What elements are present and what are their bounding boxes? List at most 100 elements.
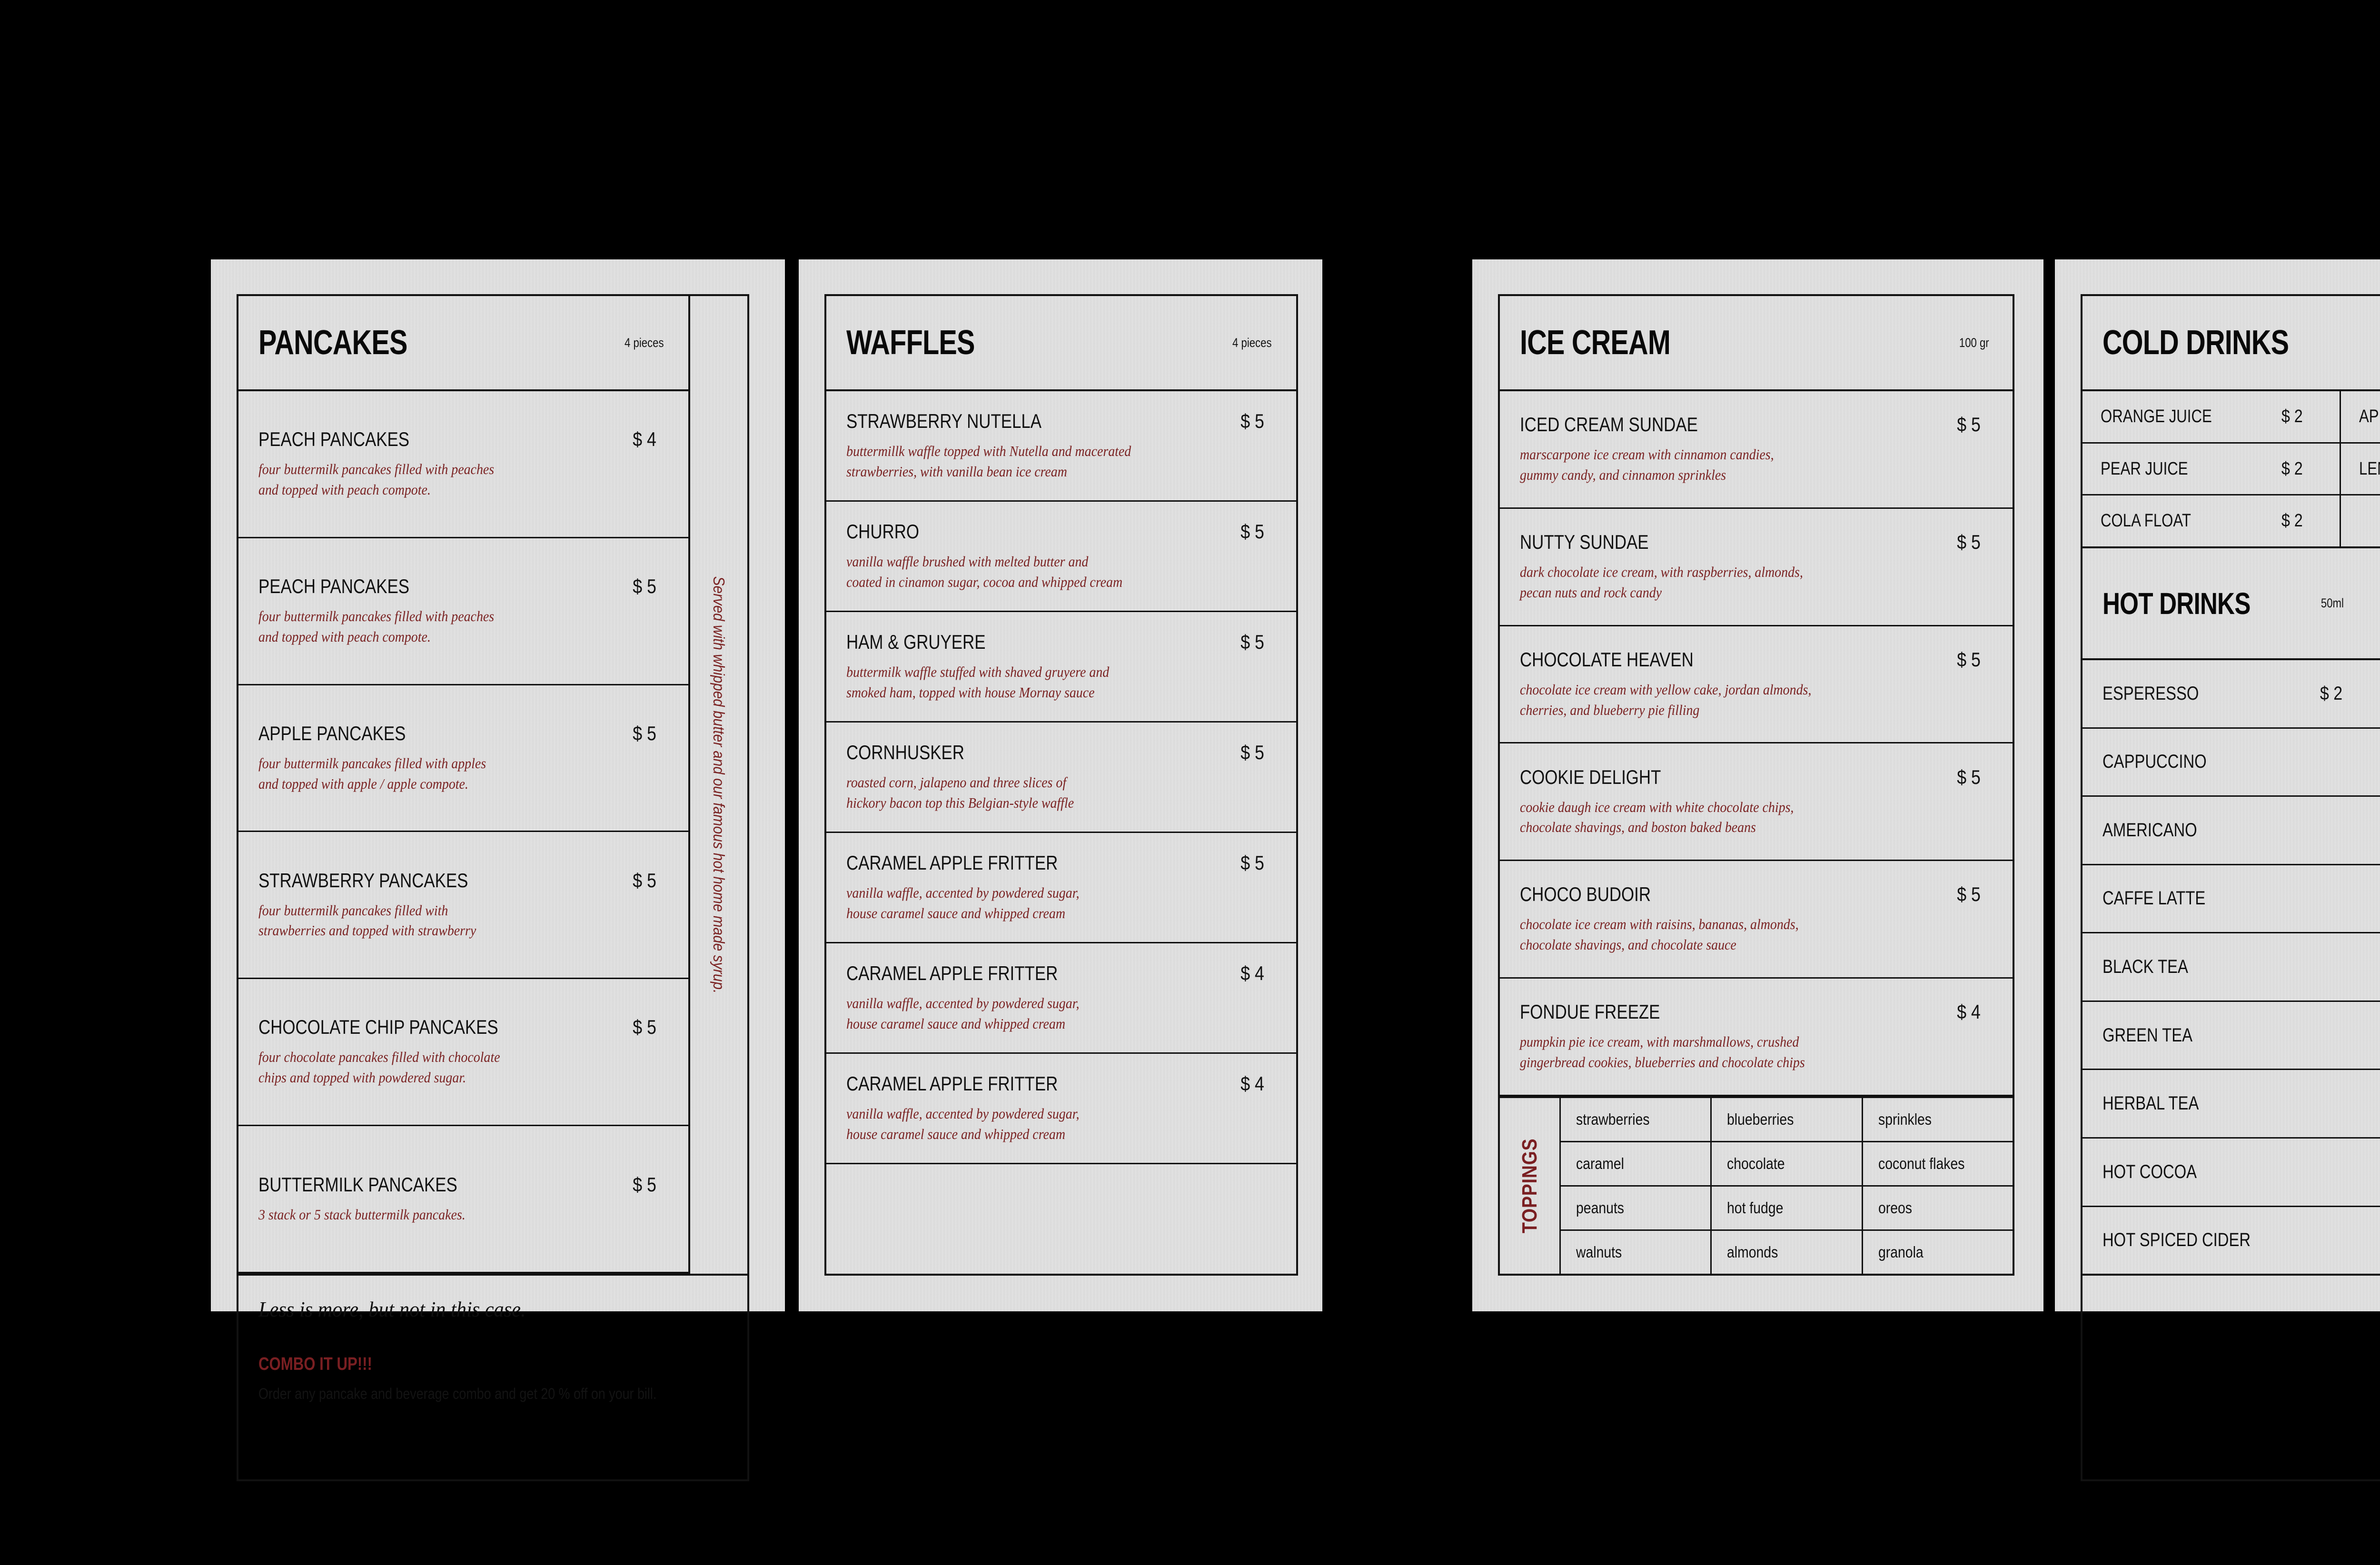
item-price: $ 5 (1240, 630, 1264, 653)
topping-cell[interactable]: hot fudge (1712, 1186, 1863, 1229)
toppings-section: TOPPINGS strawberries blueberries sprink… (1500, 1096, 2013, 1274)
topping-cell[interactable]: coconut flakes (1863, 1142, 2013, 1185)
topping-cell[interactable]: chocolate (1712, 1142, 1863, 1185)
price-50ml (2320, 888, 2373, 909)
topping-cell[interactable]: blueberries (1712, 1098, 1863, 1141)
item-name: CHOCO BUDOIR (1520, 883, 1651, 906)
combo-heading: COMBO IT UP!!! (258, 1354, 372, 1374)
menu-item[interactable]: CARAMEL APPLE FRITTER $ 5 vanilla waffle… (826, 833, 1296, 943)
menu-item[interactable]: NUTTY SUNDAE $ 5 dark chocolate ice crea… (1500, 509, 2013, 626)
menu-item[interactable]: FONDUE FREEZE $ 4 pumpkin pie ice cream,… (1500, 979, 2013, 1096)
menu-item[interactable]: PEACH PANCAKES $ 5 four buttermilk panca… (238, 538, 688, 685)
hot-drink-row[interactable]: BLACK TEA $ 4 (2082, 933, 2380, 1002)
item-header-row: CORNHUSKER $ 5 (846, 741, 1276, 764)
item-header-row: CHOCOLATE HEAVEN $ 5 (1520, 648, 1993, 671)
menu-item[interactable]: CHOCOLATE HEAVEN $ 5 chocolate ice cream… (1500, 626, 2013, 744)
hot-drink-row[interactable]: ESPERESSO $ 2 $ 3.5 (2082, 660, 2380, 729)
menu-item[interactable]: CORNHUSKER $ 5 roasted corn, jalapeno an… (826, 723, 1296, 833)
topping-cell[interactable]: peanuts (1561, 1186, 1712, 1229)
item-name: HAM & GRUYERE (846, 630, 986, 653)
item-header-row: CARAMEL APPLE FRITTER $ 4 (846, 1072, 1276, 1095)
item-header-row: CHOCOLATE CHIP PANCAKES $ 5 (258, 1016, 668, 1039)
item-description: buttermillk waffle topped with Nutella a… (846, 442, 1131, 480)
topping-cell[interactable]: caramel (1561, 1142, 1712, 1185)
toppings-row: caramel chocolate coconut flakes (1561, 1142, 2013, 1187)
cold-drink-cell[interactable]: PEAR JUICE $ 2 (2082, 443, 2341, 495)
menu-item[interactable]: STRAWBERRY PANCAKES $ 5 four buttermilk … (238, 832, 688, 980)
paper-sheet-drinks: COLD DRINKS 200 ml ORANGE JUICE $ 2 APPL… (2055, 259, 2380, 1481)
cold-drink-cell[interactable]: ORANGE JUICE $ 2 (2082, 391, 2341, 442)
menu-item[interactable]: COOKIE DELIGHT $ 5 cookie daugh ice crea… (1500, 743, 2013, 862)
item-description: vanilla waffle, accented by powdered sug… (846, 884, 1080, 921)
pancakes-footer-panel: Less is more, but not in this case. COMB… (237, 1276, 749, 1481)
item-description: marscarpone ice cream with cinnamon cand… (1520, 446, 1774, 483)
topping-name: blueberries (1727, 1110, 1794, 1128)
price-50ml (2320, 1229, 2373, 1251)
item-price: $ 5 (1240, 851, 1264, 874)
drink-name: GREEN TEA (2102, 1024, 2192, 1046)
hot-drinks-header: HOT DRINKS 50ml 100ml 200ml (2082, 548, 2380, 660)
cold-drink-cell[interactable]: APPLE JUICE $ 2 (2341, 391, 2380, 442)
menu-item[interactable]: CARAMEL APPLE FRITTER $ 4 vanilla waffle… (826, 1054, 1296, 1164)
hot-drinks-size-columns: 50ml 100ml 200ml (2315, 596, 2380, 611)
topping-cell[interactable]: strawberries (1561, 1098, 1712, 1141)
cold-drink-cell[interactable]: LEMONADE $ 2 (2341, 444, 2380, 495)
hot-drink-row[interactable]: GREEN TEA $ 2 $ 4 (2082, 1002, 2380, 1070)
topping-cell[interactable]: granola (1863, 1231, 2013, 1274)
item-header-row: PEACH PANCAKES $ 5 (258, 575, 668, 598)
menu-item[interactable]: CHURRO $ 5 vanilla waffle brushed with m… (826, 502, 1296, 612)
topping-cell[interactable]: oreos (1863, 1187, 2013, 1229)
hot-drink-row[interactable]: HOT SPICED CIDER $ 4 (2082, 1207, 2380, 1274)
menu-item[interactable]: ICED CREAM SUNDAE $ 5 marscarpone ice cr… (1500, 391, 2013, 509)
drink-name: AMERICANO (2102, 819, 2197, 841)
pancakes-panel: PANCAKES 4 pieces PEACH PANCAKES $ 4 fou… (237, 294, 749, 1276)
hot-drink-row[interactable]: CAPPUCCINO $ 3.5 (2082, 729, 2380, 797)
item-price: $ 5 (1240, 409, 1264, 432)
topping-cell[interactable]: sprinkles (1863, 1098, 2013, 1141)
topping-cell[interactable]: walnuts (1561, 1230, 1712, 1274)
menu-item[interactable]: CHOCO BUDOIR $ 5 chocolate ice cream wit… (1500, 861, 2013, 979)
topping-name: coconut flakes (1878, 1154, 1965, 1172)
item-description: pumpkin pie ice cream, with marshmallows… (1520, 1033, 1805, 1071)
combo-description: Order any pancake and beverage combo and… (258, 1385, 657, 1402)
menu-item[interactable]: APPLE PANCAKES $ 5 four buttermilk panca… (238, 685, 688, 832)
cold-drinks-row: COLA FLOAT $ 2 (2082, 495, 2380, 547)
item-name: CHOCOLATE HEAVEN (1520, 648, 1694, 671)
price-50ml (2320, 1161, 2373, 1183)
paper-sheet-waffles: WAFFLES 4 pieces STRAWBERRY NUTELLA $ 5 … (799, 259, 1322, 1311)
topping-name: walnuts (1576, 1243, 1622, 1261)
topping-cell[interactable]: almonds (1712, 1230, 1863, 1274)
item-price: $ 5 (632, 869, 656, 891)
hot-drink-row[interactable]: HERBAL TEA $ 2 $ 4 (2082, 1070, 2380, 1139)
hot-drink-row[interactable]: CAFFE LATTE $ 3 $ 5 (2082, 865, 2380, 934)
drink-name: CAFFE LATTE (2102, 888, 2206, 909)
price-50ml (2320, 1025, 2373, 1046)
item-price: $ 4 (1240, 1072, 1264, 1095)
item-price: $ 5 (1240, 520, 1264, 543)
menu-item[interactable]: BUTTERMILK PANCAKES $ 5 3 stack or 5 sta… (238, 1126, 688, 1274)
item-price: $ 5 (632, 722, 656, 744)
menu-item[interactable]: CHOCOLATE CHIP PANCAKES $ 5 four chocola… (238, 979, 688, 1127)
hot-drink-row[interactable]: HOT COCOA $ 4 (2082, 1139, 2380, 1207)
drinks-footer-blank-panel (2081, 1276, 2380, 1481)
item-description: chocolate ice cream with yellow cake, jo… (1520, 681, 1812, 718)
menu-item[interactable]: PEACH PANCAKES $ 4 four buttermilk panca… (238, 391, 688, 538)
cold-drinks-row: PEAR JUICE $ 2 LEMONADE $ 2 (2082, 443, 2380, 496)
item-header-row: COOKIE DELIGHT $ 5 (1520, 766, 1993, 789)
drink-price: $ 2 (2281, 511, 2303, 531)
cold-drink-cell[interactable]: COLA FLOAT $ 2 (2082, 495, 2341, 547)
cold-drinks-title: COLD DRINKS (2102, 324, 2289, 362)
menu-item[interactable]: CARAMEL APPLE FRITTER $ 4 vanilla waffle… (826, 943, 1296, 1054)
item-name: PEACH PANCAKES (258, 428, 410, 451)
price-50ml (2320, 1093, 2373, 1114)
item-name: STRAWBERRY NUTELLA (846, 409, 1042, 432)
drink-price-group: $ 4 (2315, 1229, 2380, 1251)
item-header-row: FONDUE FREEZE $ 4 (1520, 1000, 1993, 1023)
item-header-row: PEACH PANCAKES $ 4 (258, 428, 668, 451)
hot-drink-row[interactable]: AMERICANO $ 3.5 $ 5 (2082, 797, 2380, 865)
waffles-title: WAFFLES (846, 324, 975, 362)
item-description: four buttermilk pancakes filled with pea… (258, 607, 495, 645)
waffles-panel: WAFFLES 4 pieces STRAWBERRY NUTELLA $ 5 … (824, 294, 1298, 1276)
menu-item[interactable]: STRAWBERRY NUTELLA $ 5 buttermillk waffl… (826, 391, 1296, 502)
menu-item[interactable]: HAM & GRUYERE $ 5 buttermilk waffle stuf… (826, 612, 1296, 723)
